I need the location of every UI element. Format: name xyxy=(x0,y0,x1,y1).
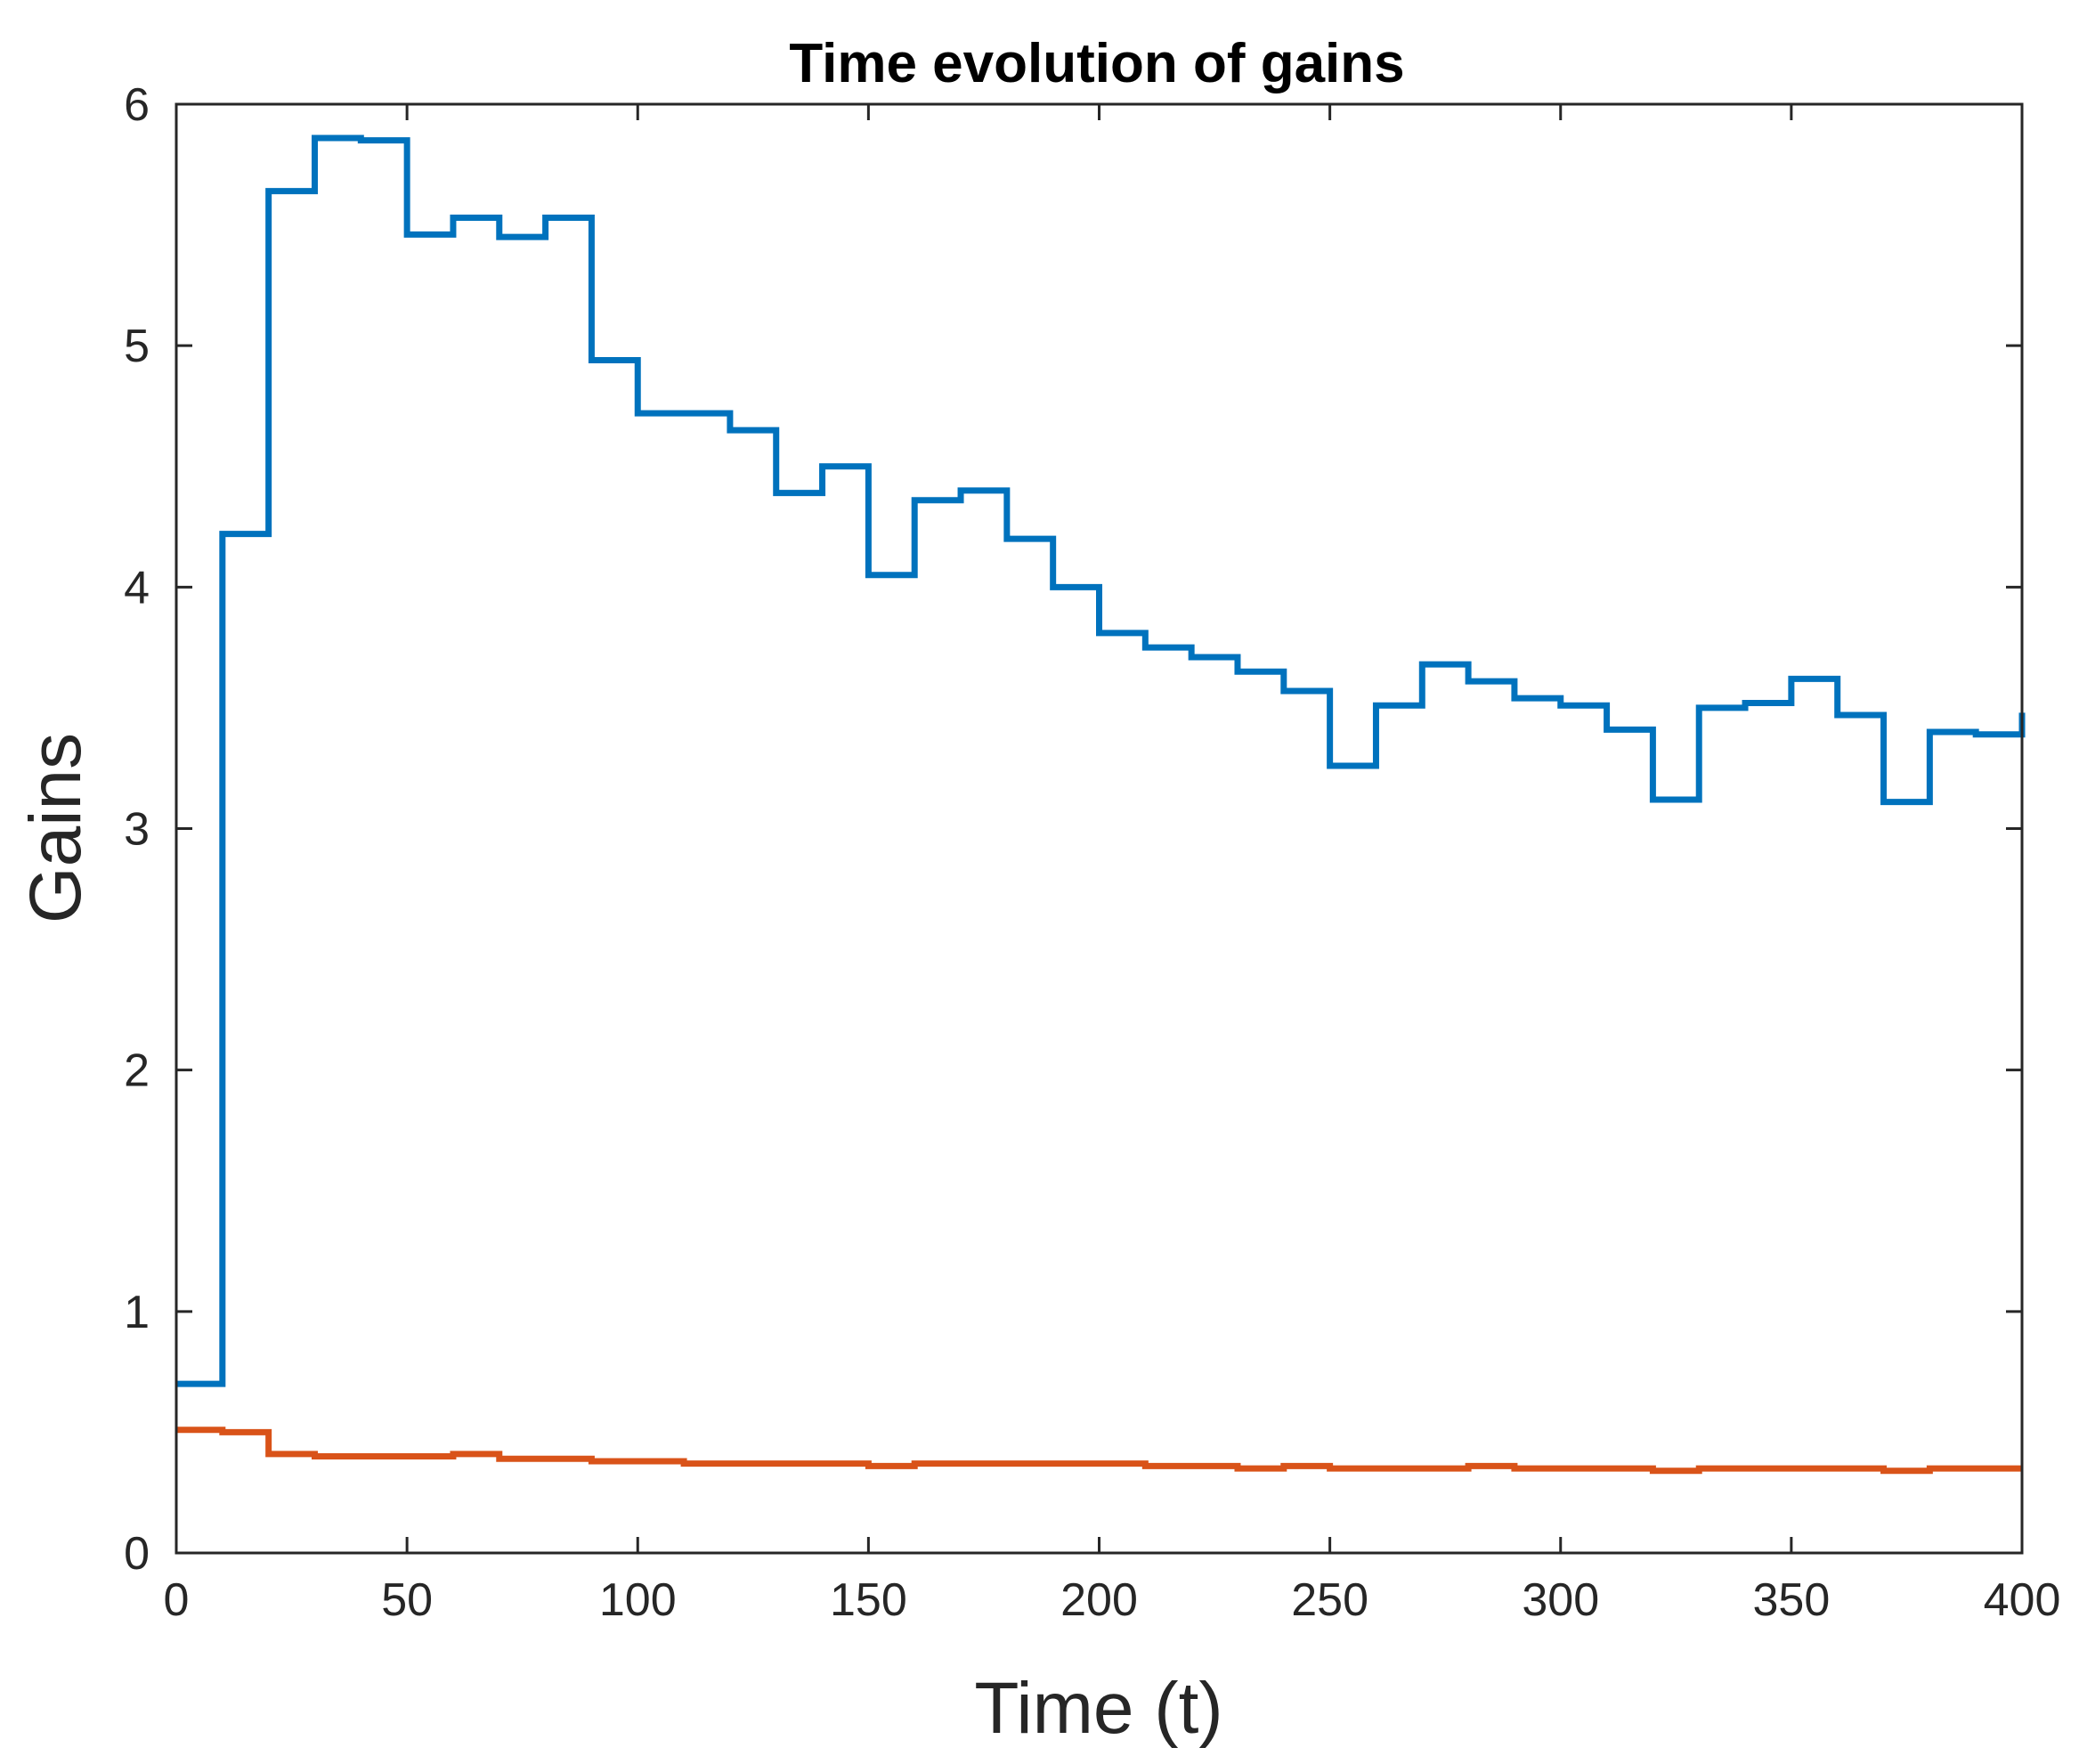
x-tick-label: 100 xyxy=(599,1574,677,1626)
y-tick-label: 5 xyxy=(124,321,150,372)
y-tick-label: 1 xyxy=(124,1287,150,1338)
x-tick-label: 200 xyxy=(1060,1574,1138,1626)
y-tick-label: 6 xyxy=(124,79,150,131)
x-tick-label: 50 xyxy=(381,1574,433,1626)
y-tick-label: 0 xyxy=(124,1528,150,1580)
y-tick-label: 3 xyxy=(124,804,150,856)
x-axis-ticks: 0 50 100 150 200 250 300 350 400 xyxy=(164,104,2061,1626)
chart-title: Time evolution of gains xyxy=(789,33,1404,94)
y-axis-label: Gains xyxy=(15,733,96,923)
x-tick-label: 250 xyxy=(1291,1574,1368,1626)
x-axis-label: Time (t) xyxy=(974,1668,1222,1749)
series-line-1 xyxy=(176,134,2026,1387)
x-tick-label: 300 xyxy=(1522,1574,1599,1626)
y-tick-label: 2 xyxy=(124,1045,150,1097)
x-tick-label: 150 xyxy=(830,1574,907,1626)
x-tick-label: 350 xyxy=(1752,1574,1830,1626)
x-tick-label: 400 xyxy=(1984,1574,2061,1626)
y-tick-label: 4 xyxy=(124,562,150,614)
series-layer xyxy=(176,134,2026,1475)
series-line-2 xyxy=(176,1427,2022,1475)
x-tick-label: 0 xyxy=(164,1574,190,1626)
y-axis-ticks: 0 1 2 3 4 5 6 xyxy=(124,79,2022,1580)
